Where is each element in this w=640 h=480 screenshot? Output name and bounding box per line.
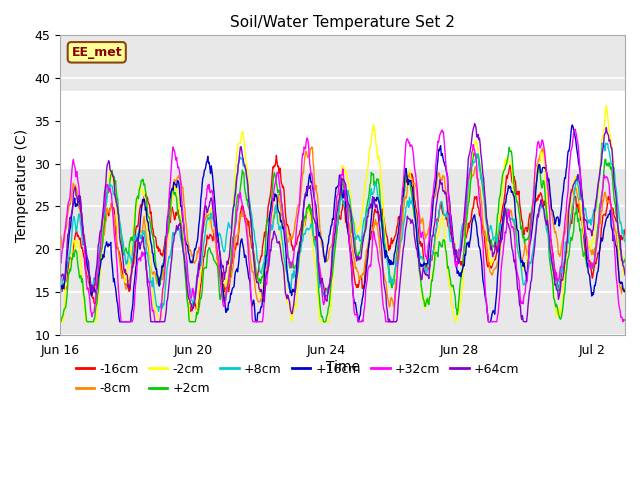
+16cm <box>397 203 405 209</box>
+8cm <box>132 236 140 242</box>
Title: Soil/Water Temperature Set 2: Soil/Water Temperature Set 2 <box>230 15 455 30</box>
-16cm <box>273 153 280 158</box>
Line: +16cm: +16cm <box>60 125 625 322</box>
-16cm <box>490 259 497 265</box>
+8cm <box>349 218 357 224</box>
+16cm <box>122 319 129 324</box>
Line: +8cm: +8cm <box>60 143 625 312</box>
+2cm <box>57 319 65 324</box>
-2cm <box>397 218 404 224</box>
+2cm <box>172 190 179 195</box>
+2cm <box>133 194 141 200</box>
+32cm <box>133 263 141 269</box>
+2cm <box>397 221 405 227</box>
Bar <box>60 91 625 168</box>
+32cm <box>621 317 629 323</box>
-16cm <box>56 288 64 294</box>
Line: +64cm: +64cm <box>60 124 625 322</box>
-8cm <box>56 231 64 237</box>
-16cm <box>350 272 358 278</box>
+16cm <box>568 122 576 128</box>
-16cm <box>398 209 406 215</box>
+2cm <box>122 247 129 252</box>
X-axis label: Time: Time <box>326 360 360 374</box>
+64cm <box>147 319 155 324</box>
+16cm <box>349 293 357 299</box>
+2cm <box>56 319 64 324</box>
-16cm <box>171 217 179 223</box>
Line: -2cm: -2cm <box>60 106 625 322</box>
-16cm <box>621 227 629 232</box>
Line: +32cm: +32cm <box>60 129 625 322</box>
+64cm <box>121 270 129 276</box>
+2cm <box>349 234 357 240</box>
+64cm <box>56 284 64 289</box>
+2cm <box>621 256 629 262</box>
+32cm <box>172 152 179 158</box>
+8cm <box>121 249 129 254</box>
-2cm <box>602 103 610 108</box>
+32cm <box>397 213 405 218</box>
+64cm <box>490 251 497 256</box>
-8cm <box>385 304 393 310</box>
Text: EE_met: EE_met <box>72 46 122 59</box>
-2cm <box>121 276 129 282</box>
-16cm <box>121 276 129 282</box>
+8cm <box>155 309 163 314</box>
+8cm <box>172 231 179 237</box>
-2cm <box>349 216 356 221</box>
+16cm <box>133 252 141 257</box>
Legend: -16cm, -8cm, -2cm, +2cm, +8cm, +16cm, +32cm, +64cm: -16cm, -8cm, -2cm, +2cm, +8cm, +16cm, +3… <box>70 358 524 400</box>
-16cm <box>187 309 195 314</box>
+64cm <box>397 269 405 275</box>
Y-axis label: Temperature (C): Temperature (C) <box>15 128 29 241</box>
+64cm <box>621 272 629 278</box>
+8cm <box>621 239 629 245</box>
Line: +2cm: +2cm <box>60 147 625 322</box>
+16cm <box>172 181 179 187</box>
+16cm <box>116 319 124 324</box>
+32cm <box>117 319 125 324</box>
Line: -16cm: -16cm <box>60 156 625 312</box>
-2cm <box>56 319 64 324</box>
-16cm <box>132 224 140 229</box>
-8cm <box>490 267 497 273</box>
+32cm <box>489 319 497 324</box>
+32cm <box>572 126 579 132</box>
+8cm <box>56 292 64 298</box>
-2cm <box>132 204 140 210</box>
-8cm <box>398 223 406 229</box>
+32cm <box>122 319 129 324</box>
+8cm <box>489 232 497 238</box>
-2cm <box>488 259 496 264</box>
+64cm <box>471 121 479 127</box>
Line: -8cm: -8cm <box>60 147 625 307</box>
-8cm <box>132 245 140 251</box>
+2cm <box>506 144 513 150</box>
-8cm <box>349 252 357 258</box>
+2cm <box>489 243 497 249</box>
+8cm <box>598 140 606 146</box>
+8cm <box>397 238 405 244</box>
+16cm <box>621 288 629 294</box>
+64cm <box>172 230 179 236</box>
+16cm <box>56 285 64 291</box>
-2cm <box>171 183 179 189</box>
-8cm <box>121 277 129 283</box>
+16cm <box>489 309 497 315</box>
-8cm <box>308 144 316 150</box>
+64cm <box>349 235 357 241</box>
-8cm <box>621 289 629 295</box>
+32cm <box>349 294 357 300</box>
+32cm <box>56 257 64 263</box>
-2cm <box>621 269 629 275</box>
+64cm <box>132 238 140 244</box>
-8cm <box>171 177 179 182</box>
